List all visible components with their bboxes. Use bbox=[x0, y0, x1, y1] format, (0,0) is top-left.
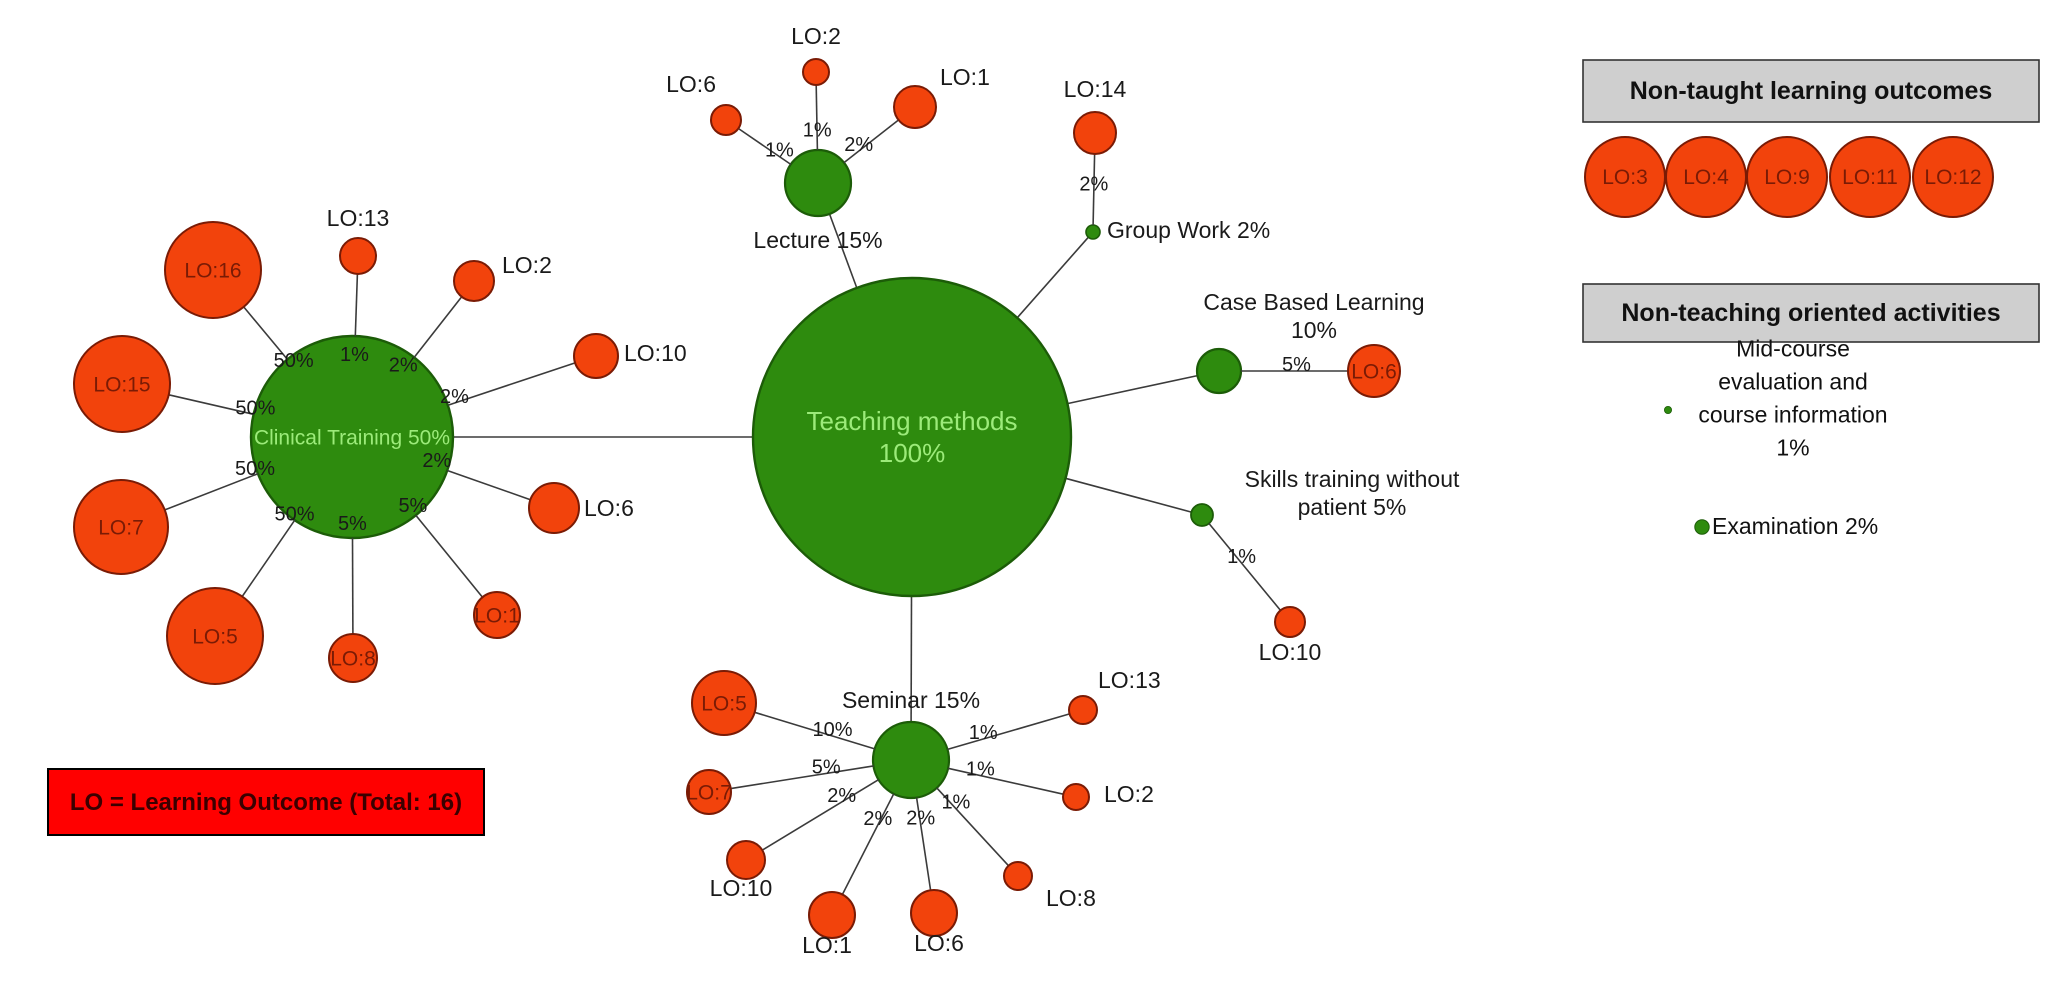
svg-text:Case Based Learning: Case Based Learning bbox=[1203, 289, 1424, 315]
svg-text:LO:16: LO:16 bbox=[184, 260, 241, 283]
svg-text:2%: 2% bbox=[844, 134, 873, 156]
svg-text:LO:13: LO:13 bbox=[327, 205, 390, 231]
svg-text:50%: 50% bbox=[274, 504, 314, 526]
svg-text:Teaching methods: Teaching methods bbox=[806, 406, 1017, 436]
svg-text:10%: 10% bbox=[812, 719, 852, 741]
svg-text:LO:6: LO:6 bbox=[584, 495, 634, 521]
svg-text:LO:2: LO:2 bbox=[502, 252, 552, 278]
svg-text:5%: 5% bbox=[812, 756, 841, 778]
svg-text:2%: 2% bbox=[863, 808, 892, 830]
svg-text:patient 5%: patient 5% bbox=[1298, 494, 1407, 520]
svg-text:LO:11: LO:11 bbox=[1842, 166, 1898, 189]
svg-text:50%: 50% bbox=[235, 458, 275, 480]
svg-text:1%: 1% bbox=[966, 759, 995, 781]
svg-text:Lecture 15%: Lecture 15% bbox=[753, 227, 882, 253]
svg-text:LO:6: LO:6 bbox=[1351, 361, 1397, 384]
svg-text:LO:7: LO:7 bbox=[686, 782, 732, 805]
svg-text:LO:2: LO:2 bbox=[791, 23, 841, 49]
svg-text:LO:13: LO:13 bbox=[1098, 667, 1161, 693]
svg-text:1%: 1% bbox=[969, 722, 998, 744]
svg-text:Clinical Training 50%: Clinical Training 50% bbox=[254, 426, 450, 449]
svg-text:Group Work 2%: Group Work 2% bbox=[1107, 217, 1270, 243]
svg-text:LO:6: LO:6 bbox=[666, 71, 716, 97]
svg-text:1%: 1% bbox=[1776, 435, 1809, 461]
svg-text:1%: 1% bbox=[340, 344, 369, 366]
svg-text:LO:1: LO:1 bbox=[940, 64, 990, 90]
svg-text:LO:14: LO:14 bbox=[1064, 76, 1127, 102]
svg-text:1%: 1% bbox=[1227, 546, 1256, 568]
svg-text:50%: 50% bbox=[274, 350, 314, 372]
svg-text:Seminar 15%: Seminar 15% bbox=[842, 687, 980, 713]
svg-text:Non-taught learning outcomes: Non-taught learning outcomes bbox=[1630, 77, 1993, 105]
svg-text:5%: 5% bbox=[338, 513, 367, 535]
svg-text:Mid-course: Mid-course bbox=[1736, 336, 1850, 362]
svg-text:2%: 2% bbox=[1079, 173, 1108, 195]
svg-text:LO:4: LO:4 bbox=[1683, 166, 1729, 189]
svg-text:Non-teaching oriented activiti: Non-teaching oriented activities bbox=[1621, 299, 2000, 327]
svg-text:LO:5: LO:5 bbox=[192, 626, 238, 649]
svg-text:2%: 2% bbox=[440, 386, 469, 408]
svg-text:50%: 50% bbox=[235, 398, 275, 420]
svg-text:LO:10: LO:10 bbox=[710, 875, 773, 901]
svg-text:LO:10: LO:10 bbox=[624, 340, 687, 366]
svg-text:LO:15: LO:15 bbox=[93, 374, 150, 397]
svg-text:LO:10: LO:10 bbox=[1259, 639, 1322, 665]
svg-text:2%: 2% bbox=[389, 355, 418, 377]
svg-text:2%: 2% bbox=[422, 450, 451, 472]
svg-text:LO:7: LO:7 bbox=[98, 517, 144, 540]
svg-text:course information: course information bbox=[1698, 402, 1887, 428]
svg-text:100%: 100% bbox=[879, 438, 946, 468]
svg-text:LO:5: LO:5 bbox=[701, 693, 747, 716]
svg-text:LO:8: LO:8 bbox=[330, 648, 376, 671]
svg-text:LO:8: LO:8 bbox=[1046, 885, 1096, 911]
svg-text:LO:3: LO:3 bbox=[1602, 166, 1648, 189]
svg-text:2%: 2% bbox=[906, 807, 935, 829]
svg-text:Examination 2%: Examination 2% bbox=[1712, 513, 1878, 539]
svg-text:evaluation and: evaluation and bbox=[1718, 369, 1868, 395]
svg-text:LO:1: LO:1 bbox=[474, 605, 520, 628]
svg-text:10%: 10% bbox=[1291, 317, 1337, 343]
svg-text:5%: 5% bbox=[398, 495, 427, 517]
svg-text:2%: 2% bbox=[827, 785, 856, 807]
svg-text:LO:6: LO:6 bbox=[914, 930, 964, 956]
svg-text:Skills training without: Skills training without bbox=[1245, 466, 1460, 492]
svg-text:1%: 1% bbox=[765, 140, 794, 162]
svg-text:LO:12: LO:12 bbox=[1924, 166, 1981, 189]
svg-text:5%: 5% bbox=[1282, 354, 1311, 376]
svg-text:LO:1: LO:1 bbox=[802, 932, 852, 958]
svg-text:LO:2: LO:2 bbox=[1104, 781, 1154, 807]
svg-text:1%: 1% bbox=[803, 119, 832, 141]
svg-text:1%: 1% bbox=[941, 792, 970, 814]
svg-text:LO = Learning Outcome (Total:: LO = Learning Outcome (Total: 16) bbox=[70, 789, 462, 816]
svg-text:LO:9: LO:9 bbox=[1764, 166, 1810, 189]
